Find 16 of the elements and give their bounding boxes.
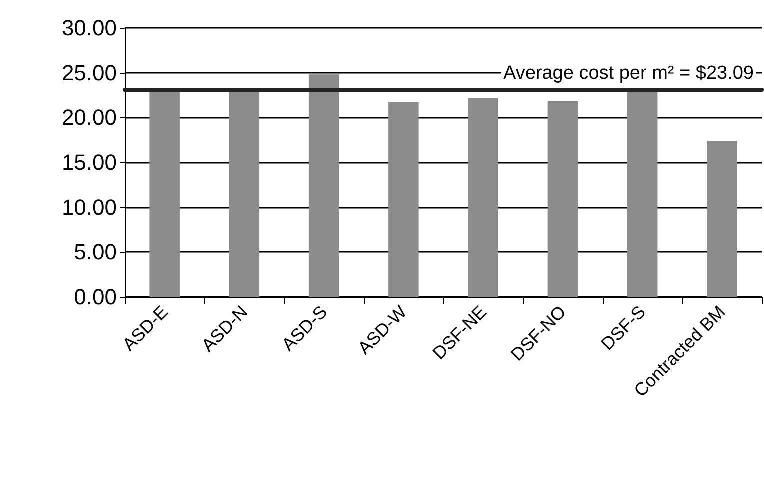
- bar: [548, 102, 578, 297]
- bar: [229, 92, 260, 297]
- y-tick-label: 10.00: [62, 194, 117, 220]
- y-tick-label: 30.00: [62, 16, 117, 40]
- y-tick-label: 5.00: [74, 240, 117, 265]
- bar: [468, 98, 498, 297]
- ref-line-label: Average cost per m² = $23.09: [504, 62, 754, 84]
- y-tick-label: 15.00: [62, 150, 117, 175]
- bar: [707, 140, 738, 297]
- bar: [627, 92, 658, 297]
- bar: [150, 90, 180, 297]
- y-tick-label: 25.00: [62, 60, 117, 86]
- y-tick-label: 20.00: [62, 105, 117, 130]
- bar: [308, 74, 340, 297]
- y-tick-label: 0.00: [74, 284, 117, 310]
- bar: [388, 102, 419, 297]
